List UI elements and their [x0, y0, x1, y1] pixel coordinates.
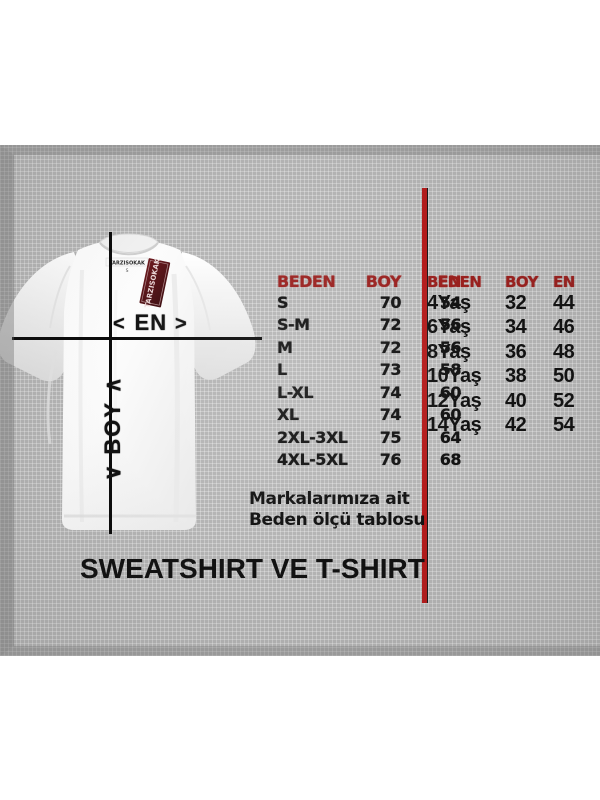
width-measure-line: [12, 337, 262, 340]
adult-cell: 56: [439, 337, 462, 357]
adult-header-en: EN: [437, 272, 462, 291]
adult-cell: 74: [379, 382, 402, 402]
kids-cell: 40: [505, 389, 527, 412]
adult-cell: M: [277, 337, 293, 357]
table-row: 6Yaş 34 46: [427, 316, 599, 341]
kids-cell: 34: [505, 316, 527, 339]
adult-cell: 4XL-5XL: [277, 450, 348, 470]
adult-header-beden: BEDEN: [277, 272, 336, 291]
kids-cell: 42: [505, 414, 527, 437]
adult-cell: L-XL: [277, 382, 314, 402]
adult-cell: 72: [379, 315, 402, 335]
boy-arrow-bottom-icon: ∧: [99, 375, 125, 394]
kids-size-table: BEDEN BOY EN 4Yaş 32 44 6Yaş 34 46 8Yaş 36 48 10Y…: [427, 265, 599, 438]
adult-cell: 60: [439, 382, 462, 402]
boy-arrow-top-icon: ∨: [99, 462, 125, 481]
red-divider-bar: [422, 188, 428, 603]
kids-header-beden: BEDEN: [427, 273, 482, 291]
table-row: 4Yaş 32 44: [427, 291, 599, 316]
kids-cell: 52: [553, 389, 575, 412]
adult-cell: 60: [439, 405, 462, 425]
table-row: S-M 72 56: [277, 314, 462, 337]
kids-cell: 54: [553, 414, 575, 437]
adult-cell: 68: [439, 450, 462, 470]
chart-title: SWEATSHIRT VE T-SHIRT: [80, 553, 425, 584]
adult-cell: S: [277, 292, 289, 312]
table-row: 8Yaş 36 48: [427, 340, 599, 365]
kids-cell: 32: [505, 291, 527, 314]
svg-text:S: S: [126, 268, 129, 274]
adult-cell: 75: [379, 427, 402, 447]
kids-cell: 50: [553, 365, 575, 388]
kids-cell: 44: [553, 291, 575, 314]
adult-cell: 76: [379, 450, 402, 470]
kids-cell: 12Yaş: [427, 389, 482, 412]
kids-cell: 6Yaş: [427, 316, 471, 339]
adult-size-table: BEDEN BOY EN S 70 54 S-M 72 56 M 72 56 L 73 58 L-XL 7…: [277, 265, 462, 472]
table-row: 2XL-3XL 75 64: [277, 426, 462, 449]
kids-cell: 36: [505, 340, 527, 363]
adult-header-boy: BOY: [365, 272, 402, 291]
photo-background-panel: [0, 145, 600, 656]
table-row: L 73 58: [277, 359, 462, 382]
kids-header-en: EN: [553, 273, 575, 291]
kids-cell: 46: [553, 316, 575, 339]
adult-cell: 72: [379, 337, 402, 357]
kids-cell: 14Yaş: [427, 414, 482, 437]
table-row: M 72 56: [277, 336, 462, 359]
adult-cell: 64: [439, 427, 462, 447]
en-measure-label: < EN >: [113, 310, 189, 336]
table-row: S 70 54: [277, 291, 462, 314]
table-row: XL 74 60: [277, 404, 462, 427]
chart-caption: Markalarımıza ait Beden ölçü tablosu: [249, 489, 426, 531]
table-row: 14Yaş 42 54: [427, 414, 599, 439]
table-row: 10Yaş 38 50: [427, 365, 599, 390]
caption-line-1: Markalarımıza ait: [249, 489, 410, 509]
kids-cell: 48: [553, 340, 575, 363]
table-header-row: BEDEN BOY EN: [277, 265, 462, 291]
kids-cell: 8Yaş: [427, 340, 471, 363]
adult-cell: L: [277, 360, 287, 380]
boy-measure-label: ∨ BOY ∧: [100, 375, 126, 481]
adult-cell: XL: [277, 405, 299, 425]
kids-cell: 4Yaş: [427, 291, 471, 314]
length-measure-line: [109, 232, 112, 534]
table-row: L-XL 74 60: [277, 381, 462, 404]
en-measure-text: EN: [134, 310, 168, 335]
kids-cell: 10Yaş: [427, 365, 482, 388]
adult-cell: 73: [379, 360, 402, 380]
en-arrow-left-icon: <: [113, 313, 127, 335]
adult-cell: 56: [439, 315, 462, 335]
kids-cell: 38: [505, 365, 527, 388]
caption-line-2: Beden ölçü tablosu: [249, 510, 426, 530]
adult-cell: 54: [439, 292, 462, 312]
adult-cell: S-M: [277, 315, 310, 335]
adult-cell: 58: [439, 360, 462, 380]
adult-cell: 74: [379, 405, 402, 425]
en-arrow-right-icon: >: [174, 313, 189, 335]
table-header-row: BEDEN BOY EN: [427, 265, 599, 291]
neck-label-text: TARZISOKAK: [109, 261, 146, 267]
tshirt-photo: TARZISOKAK S TARZISOKAK: [0, 230, 276, 535]
kids-header-boy: BOY: [505, 273, 539, 291]
adult-cell: 2XL-3XL: [277, 427, 348, 447]
boy-measure-text: BOY: [99, 401, 125, 455]
table-row: 4XL-5XL 76 68: [277, 449, 462, 472]
adult-cell: 70: [379, 292, 402, 312]
table-row: 12Yaş 40 52: [427, 389, 599, 414]
